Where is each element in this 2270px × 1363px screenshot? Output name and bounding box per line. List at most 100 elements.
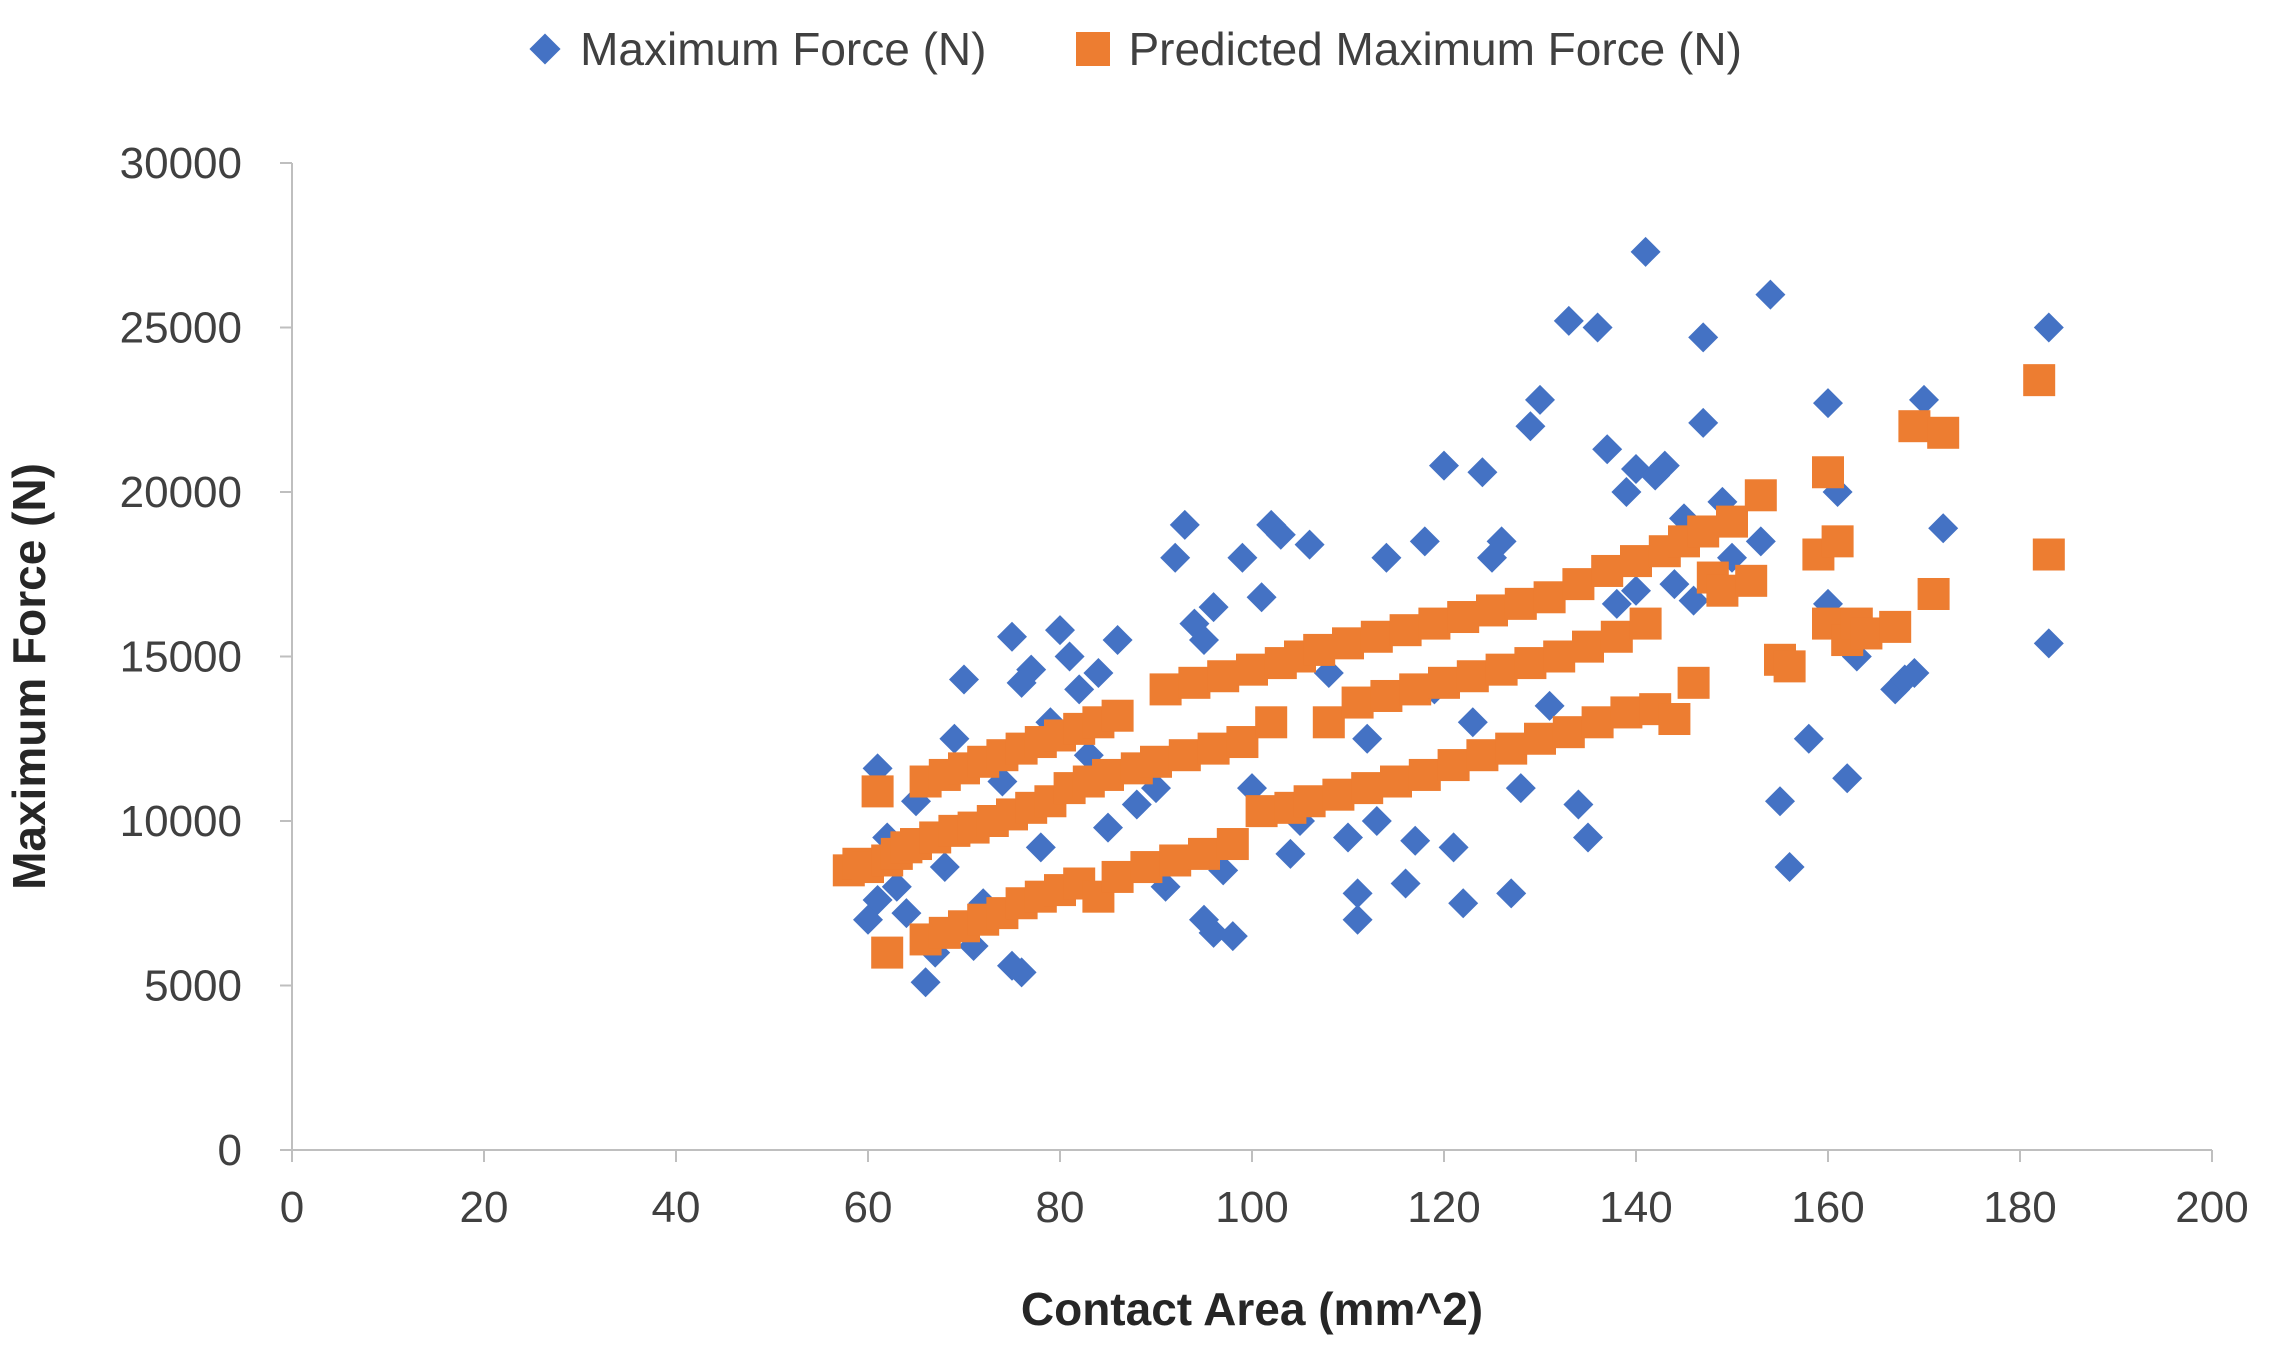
data-point-maximum-force <box>1611 477 1642 507</box>
data-point-predicted-maximum-force <box>1620 545 1652 578</box>
data-point-maximum-force <box>1342 878 1373 909</box>
data-point-predicted-maximum-force <box>1159 844 1192 877</box>
data-point-maximum-force <box>1342 904 1373 935</box>
data-point-maximum-force <box>1621 575 1651 606</box>
data-point-maximum-force <box>1793 723 1824 754</box>
data-point-maximum-force <box>1054 641 1085 672</box>
y-tick-label: 15000 <box>120 633 242 682</box>
data-point-predicted-maximum-force <box>1927 416 1960 449</box>
data-point-maximum-force <box>1659 569 1690 600</box>
data-point-maximum-force <box>1189 625 1219 656</box>
data-point-maximum-force <box>1294 529 1325 560</box>
data-point-maximum-force <box>1093 812 1123 843</box>
data-point-predicted-maximum-force <box>1092 758 1124 791</box>
legend-item-predicted-maximum-force: Predicted Maximum Force (N) <box>1076 22 1742 76</box>
data-point-maximum-force <box>1198 592 1229 623</box>
data-point-predicted-maximum-force <box>1216 828 1249 861</box>
data-point-predicted-maximum-force <box>1476 594 1508 627</box>
data-point-maximum-force <box>1899 657 1930 688</box>
data-point-maximum-force <box>1573 822 1603 853</box>
data-point-predicted-maximum-force <box>1418 607 1451 640</box>
x-tick-label: 120 <box>1407 1183 1480 1232</box>
data-point-maximum-force <box>1688 407 1719 438</box>
data-point-predicted-maximum-force <box>1236 653 1268 686</box>
data-point-predicted-maximum-force <box>1188 837 1220 870</box>
y-tick-label: 10000 <box>120 797 242 846</box>
data-point-predicted-maximum-force <box>1341 686 1374 719</box>
legend-swatch-square <box>1076 32 1111 66</box>
data-point-maximum-force <box>1525 384 1555 415</box>
data-point-predicted-maximum-force <box>1677 666 1710 699</box>
data-point-maximum-force <box>1064 674 1095 705</box>
data-point-predicted-maximum-force <box>1562 568 1595 601</box>
data-point-maximum-force <box>1630 236 1661 267</box>
data-point-maximum-force <box>1429 450 1459 481</box>
data-point-maximum-force <box>1025 832 1056 863</box>
data-point-maximum-force <box>2033 628 2064 659</box>
y-tick-label: 0 <box>218 1126 242 1175</box>
data-point-maximum-force <box>1227 542 1258 573</box>
data-point-predicted-maximum-force <box>1495 732 1528 765</box>
data-point-maximum-force <box>1371 542 1402 573</box>
data-point-maximum-force <box>1352 723 1383 754</box>
data-point-predicted-maximum-force <box>1812 456 1844 489</box>
data-point-maximum-force <box>1361 806 1392 836</box>
x-tick-label: 160 <box>1791 1183 1864 1232</box>
data-point-predicted-maximum-force <box>1370 679 1403 712</box>
data-point-predicted-maximum-force <box>1140 745 1172 778</box>
data-point-maximum-force <box>1553 305 1584 336</box>
data-point-maximum-force <box>1400 825 1431 856</box>
data-point-predicted-maximum-force <box>1610 696 1643 729</box>
data-point-predicted-maximum-force <box>1255 706 1288 739</box>
x-tick-label: 80 <box>1036 1183 1085 1232</box>
data-point-maximum-force <box>891 898 922 929</box>
x-tick-label: 140 <box>1599 1183 1672 1232</box>
data-point-maximum-force <box>2033 312 2064 343</box>
data-point-predicted-maximum-force <box>1447 601 1480 634</box>
data-point-predicted-maximum-force <box>1149 673 1182 706</box>
data-point-maximum-force <box>1505 773 1536 804</box>
data-point-predicted-maximum-force <box>1197 732 1230 765</box>
data-point-maximum-force <box>1246 582 1277 613</box>
legend-label-predicted-maximum-force: Predicted Maximum Force (N) <box>1128 23 1742 75</box>
series-layer <box>832 236 2065 998</box>
data-point-maximum-force <box>1333 822 1363 853</box>
data-point-maximum-force <box>862 884 893 915</box>
data-point-predicted-maximum-force <box>1303 633 1336 666</box>
data-point-predicted-maximum-force <box>1744 479 1777 512</box>
data-point-predicted-maximum-force <box>1389 614 1422 647</box>
data-point-maximum-force <box>1774 852 1805 883</box>
data-point-maximum-force <box>1045 615 1075 646</box>
data-point-maximum-force <box>1563 789 1594 820</box>
data-point-predicted-maximum-force <box>1101 860 1134 893</box>
y-tick-label: 30000 <box>120 139 242 188</box>
x-tick-label: 180 <box>1983 1183 2056 1232</box>
y-axis-title: Maximum Force (N) <box>3 463 55 890</box>
chart-legend: Maximum Force (N) Predicted Maximum Forc… <box>0 14 2270 84</box>
x-tick-label: 60 <box>844 1183 893 1232</box>
data-point-predicted-maximum-force <box>1879 610 1912 643</box>
data-point-predicted-maximum-force <box>1600 620 1633 653</box>
data-point-predicted-maximum-force <box>1312 706 1345 739</box>
data-point-maximum-force <box>1016 654 1047 685</box>
data-point-predicted-maximum-force <box>1360 620 1393 653</box>
data-point-maximum-force <box>1928 513 1959 544</box>
data-point-predicted-maximum-force <box>1226 726 1259 759</box>
data-point-maximum-force <box>1813 388 1843 419</box>
data-point-maximum-force <box>1515 411 1546 442</box>
data-point-predicted-maximum-force <box>1101 699 1134 732</box>
data-point-predicted-maximum-force <box>1572 630 1604 663</box>
data-point-maximum-force <box>1832 763 1863 794</box>
data-point-predicted-maximum-force <box>1533 581 1566 614</box>
data-point-maximum-force <box>910 967 941 998</box>
data-point-predicted-maximum-force <box>1399 673 1432 706</box>
data-point-predicted-maximum-force <box>1706 574 1739 607</box>
data-point-maximum-force <box>1745 526 1776 557</box>
x-tick-label: 0 <box>280 1183 304 1232</box>
data-point-maximum-force <box>1409 526 1440 557</box>
data-point-maximum-force <box>1102 625 1133 656</box>
data-point-predicted-maximum-force <box>1351 772 1384 805</box>
y-tick-label: 5000 <box>144 962 242 1011</box>
data-point-predicted-maximum-force <box>1466 739 1499 772</box>
